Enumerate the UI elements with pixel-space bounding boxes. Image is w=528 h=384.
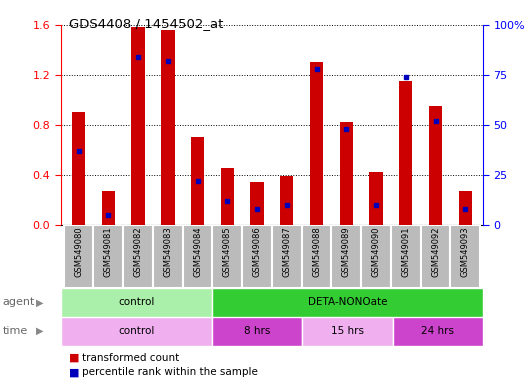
Text: GSM549081: GSM549081 bbox=[104, 227, 113, 277]
Bar bbox=[250, 182, 264, 225]
Text: GSM549092: GSM549092 bbox=[431, 227, 440, 277]
Text: GSM549083: GSM549083 bbox=[163, 227, 172, 277]
Bar bbox=[153, 225, 183, 288]
Bar bbox=[370, 172, 383, 225]
Bar bbox=[361, 225, 391, 288]
Text: GSM549085: GSM549085 bbox=[223, 227, 232, 277]
Bar bbox=[450, 225, 480, 288]
Text: GSM549087: GSM549087 bbox=[282, 227, 291, 277]
Text: control: control bbox=[118, 297, 154, 308]
Text: ■: ■ bbox=[69, 367, 79, 377]
Text: 8 hrs: 8 hrs bbox=[243, 326, 270, 336]
Bar bbox=[242, 225, 272, 288]
Bar bbox=[272, 225, 301, 288]
Text: GSM549090: GSM549090 bbox=[372, 227, 381, 277]
Bar bbox=[191, 137, 204, 225]
Text: 15 hrs: 15 hrs bbox=[331, 326, 364, 336]
Text: DETA-NONOate: DETA-NONOate bbox=[308, 297, 387, 308]
Bar bbox=[332, 225, 361, 288]
Bar bbox=[393, 317, 483, 346]
Bar bbox=[302, 317, 393, 346]
Bar bbox=[421, 225, 450, 288]
Bar bbox=[212, 317, 302, 346]
Bar bbox=[310, 63, 323, 225]
Text: GSM549082: GSM549082 bbox=[134, 227, 143, 277]
Text: ▶: ▶ bbox=[36, 297, 43, 308]
Text: GSM549086: GSM549086 bbox=[252, 227, 261, 277]
Bar bbox=[61, 317, 212, 346]
Text: GSM549088: GSM549088 bbox=[312, 227, 321, 277]
Bar bbox=[101, 191, 115, 225]
Bar bbox=[161, 30, 174, 225]
Text: GSM549091: GSM549091 bbox=[401, 227, 410, 277]
Text: GSM549093: GSM549093 bbox=[461, 227, 470, 277]
Bar bbox=[459, 191, 472, 225]
Bar bbox=[123, 225, 153, 288]
Text: 24 hrs: 24 hrs bbox=[421, 326, 455, 336]
Text: GDS4408 / 1454502_at: GDS4408 / 1454502_at bbox=[69, 17, 223, 30]
Text: GSM549089: GSM549089 bbox=[342, 227, 351, 277]
Text: GSM549080: GSM549080 bbox=[74, 227, 83, 277]
Bar bbox=[212, 225, 242, 288]
Text: percentile rank within the sample: percentile rank within the sample bbox=[82, 367, 258, 377]
Text: control: control bbox=[118, 326, 154, 336]
Bar bbox=[391, 225, 421, 288]
Bar bbox=[280, 176, 294, 225]
Text: ▶: ▶ bbox=[36, 326, 43, 336]
Bar bbox=[340, 122, 353, 225]
Text: agent: agent bbox=[3, 297, 35, 308]
Text: GSM549084: GSM549084 bbox=[193, 227, 202, 277]
Bar bbox=[212, 288, 483, 317]
Bar bbox=[93, 225, 123, 288]
Bar bbox=[429, 106, 442, 225]
Bar bbox=[131, 28, 145, 225]
Bar bbox=[72, 113, 85, 225]
Bar bbox=[64, 225, 93, 288]
Bar bbox=[183, 225, 212, 288]
Text: transformed count: transformed count bbox=[82, 353, 179, 363]
Bar bbox=[221, 169, 234, 225]
Bar bbox=[301, 225, 332, 288]
Text: ■: ■ bbox=[69, 353, 79, 363]
Text: time: time bbox=[3, 326, 28, 336]
Bar bbox=[61, 288, 212, 317]
Bar bbox=[399, 81, 412, 225]
